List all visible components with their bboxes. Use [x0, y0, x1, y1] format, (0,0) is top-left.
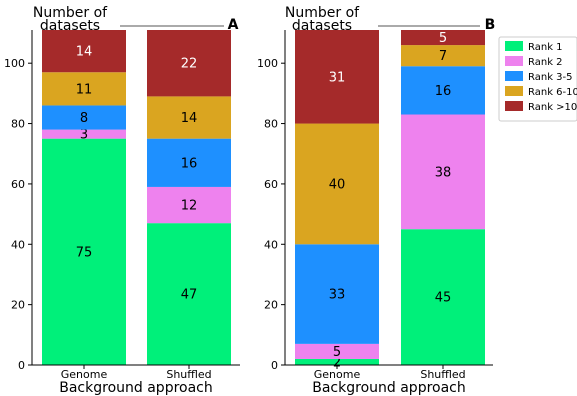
bar-segment: [401, 114, 485, 230]
data-label: 2: [333, 355, 341, 370]
x-tick-label: Genome: [314, 368, 361, 381]
data-label: 5: [439, 31, 447, 46]
y-tick-label: 40: [264, 238, 278, 251]
bar-segment: [295, 30, 379, 124]
y-tick-label: 0: [18, 359, 25, 372]
bar-segment: [42, 30, 126, 73]
panel-label: B: [485, 17, 496, 33]
data-label: 45: [435, 291, 452, 306]
data-label: 75: [76, 245, 93, 260]
x-tick-label: Genome: [61, 368, 108, 381]
x-axis-label: Background approach: [312, 380, 466, 396]
bar-segment: [401, 30, 485, 46]
bar-segment: [295, 244, 379, 344]
legend-swatch: [505, 71, 523, 81]
legend-swatch: [505, 86, 523, 96]
bar-segment: [401, 66, 485, 115]
data-label: 14: [76, 45, 93, 60]
legend-swatch: [505, 101, 523, 111]
bar-segment: [42, 138, 126, 365]
legend-label: Rank 2: [528, 57, 563, 68]
data-label: 31: [329, 70, 346, 85]
legend: Rank 1 Rank 2 Rank 3-5 Rank 6-10 Rank >10: [498, 36, 577, 122]
data-label: 3: [80, 128, 88, 143]
y-tick-label: 0: [271, 359, 278, 372]
bar-segment: [42, 105, 126, 130]
y-tick-label: 100: [257, 57, 278, 70]
data-label: 12: [181, 199, 198, 214]
y-tick-label: 80: [264, 118, 278, 131]
data-label: 33: [329, 288, 346, 303]
bar-segment: [42, 72, 126, 106]
data-label: 47: [181, 288, 198, 303]
y-tick-label: 60: [11, 178, 25, 191]
data-label: 16: [435, 84, 452, 99]
bar-segment: [147, 30, 231, 97]
data-label: 16: [181, 156, 198, 171]
panel-label: A: [228, 17, 239, 33]
data-label: 38: [435, 165, 452, 180]
y-tick-label: 60: [264, 178, 278, 191]
x-tick-label: Shuffled: [166, 368, 211, 381]
y-axis-title: Number of datasets: [33, 5, 108, 34]
y-tick-label: 40: [11, 238, 25, 251]
bar-segment: [147, 223, 231, 365]
y-axis-title: Number of datasets: [285, 5, 360, 34]
legend-swatch: [505, 56, 523, 66]
y-tick-label: 20: [264, 299, 278, 312]
y-tick-label: 80: [11, 118, 25, 131]
data-label: 5: [333, 345, 341, 360]
data-label: 8: [80, 111, 88, 126]
data-label: 11: [76, 82, 93, 97]
data-label: 7: [439, 49, 447, 64]
x-axis-label: Background approach: [59, 380, 213, 396]
bar-segment: [147, 96, 231, 139]
data-label: 14: [181, 111, 198, 126]
bar-segment: [295, 343, 379, 359]
chart-panel-a: 75 3 8 11 14 47 12 16 14 22 0 20 40 60 80 100 Genome Shuf…: [4, 5, 240, 396]
bar-segment: [295, 123, 379, 245]
bar-segment: [401, 229, 485, 365]
legend-label: Rank 1: [528, 42, 563, 53]
bar-segment: [42, 129, 126, 139]
data-label: 22: [181, 57, 198, 72]
legend-label: Rank >10: [528, 102, 577, 113]
x-tick-label: Shuffled: [420, 368, 465, 381]
legend-label: Rank 3-5: [528, 72, 573, 83]
data-label: 40: [329, 177, 346, 192]
legend-swatch: [505, 41, 523, 51]
bar-segment: [401, 45, 485, 67]
bar-segment: [147, 186, 231, 224]
y-tick-label: 100: [4, 57, 25, 70]
bar-segment: [295, 358, 379, 365]
bar-segment: [147, 138, 231, 187]
y-tick-label: 20: [11, 299, 25, 312]
legend-label: Rank 6-10: [528, 87, 577, 98]
